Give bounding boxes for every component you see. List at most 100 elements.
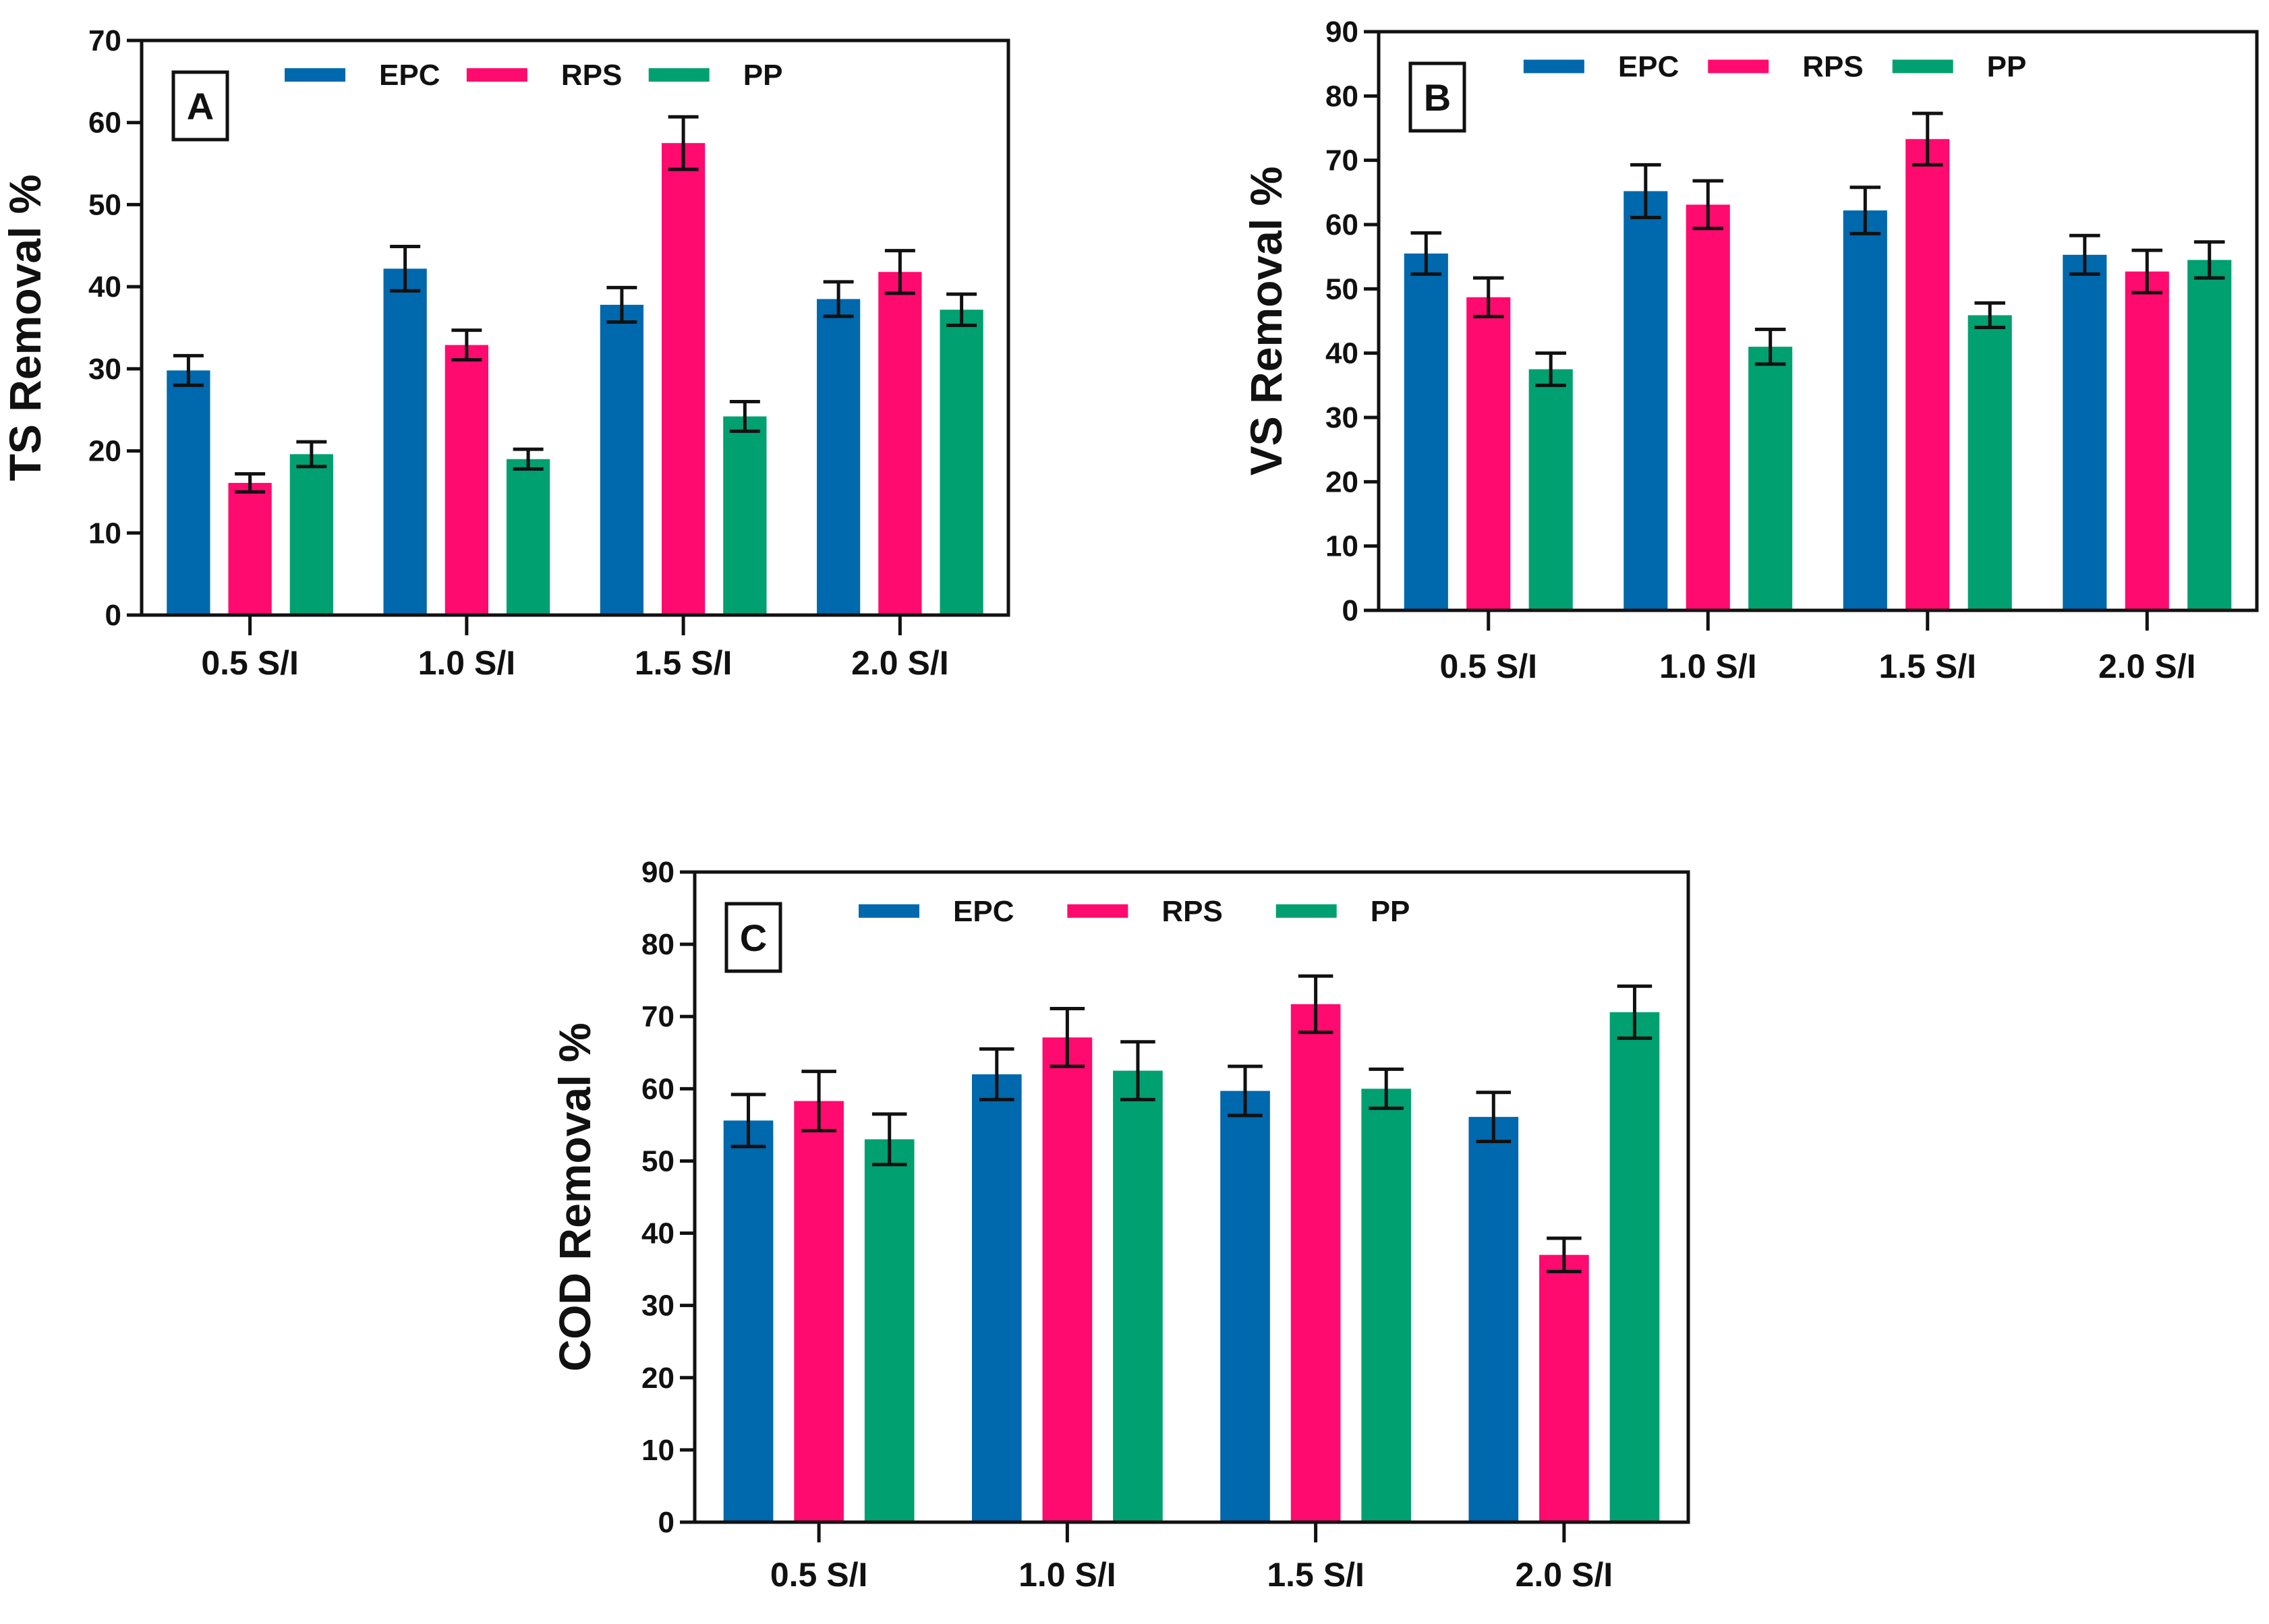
x-tick-label: 1.5 S/I xyxy=(1267,1556,1365,1594)
x-tick-label: 1.0 S/I xyxy=(1018,1556,1116,1594)
error-bar xyxy=(1050,1006,1085,1068)
error-bar xyxy=(1547,1236,1582,1273)
error-bar xyxy=(2069,233,2100,276)
error-bar xyxy=(1630,163,1661,220)
error-bar xyxy=(513,447,544,471)
bar-pp xyxy=(1968,315,2012,610)
y-tick-label: 90 xyxy=(1325,16,1358,49)
legend-swatch-rps xyxy=(1067,904,1128,918)
plot-frame xyxy=(140,38,1010,617)
y-tick-label: 70 xyxy=(1325,144,1358,177)
bar-rps xyxy=(228,483,272,615)
bar-rps xyxy=(662,143,706,616)
bar-epc xyxy=(723,1120,774,1522)
error-bar xyxy=(1535,351,1566,387)
panel-label: A xyxy=(187,85,214,127)
y-tick-label: 10 xyxy=(1325,530,1358,563)
error-bar xyxy=(1849,185,1881,235)
bar-rps xyxy=(1539,1254,1589,1522)
error-bar xyxy=(1472,276,1504,318)
bar-epc xyxy=(167,370,210,615)
error-bar xyxy=(884,249,915,295)
error-bar xyxy=(1754,327,1786,366)
error-bar xyxy=(823,280,854,318)
x-tick-label: 0.5 S/I xyxy=(1439,647,1537,685)
error-bar xyxy=(390,245,421,293)
error-bar xyxy=(1974,301,2005,330)
legend-label-epc: EPC xyxy=(1618,50,1679,83)
legend-swatch-pp xyxy=(1275,904,1337,918)
error-bar xyxy=(801,1070,836,1132)
bar-epc xyxy=(1843,210,1887,610)
legend-label-pp: PP xyxy=(743,59,783,92)
bar-rps xyxy=(794,1101,844,1522)
x-tick-label: 1.5 S/I xyxy=(1878,647,1976,685)
error-bar xyxy=(2131,248,2163,295)
bar-epc xyxy=(600,304,644,615)
y-tick-label: 40 xyxy=(88,270,121,303)
error-bar xyxy=(1120,1040,1155,1101)
legend-label-rps: RPS xyxy=(1161,895,1222,928)
error-bar xyxy=(979,1047,1014,1101)
y-tick-label: 30 xyxy=(88,353,121,386)
bar-rps xyxy=(1042,1037,1093,1522)
bar-pp xyxy=(1748,347,1793,610)
y-tick-label: 50 xyxy=(88,188,121,221)
error-bar xyxy=(1692,179,1724,231)
legend-label-pp: PP xyxy=(1371,895,1410,928)
error-bar xyxy=(1369,1067,1404,1110)
y-axis-label: TS Removal % xyxy=(0,175,50,482)
error-bar xyxy=(1912,111,1943,167)
y-tick-label: 20 xyxy=(88,435,121,468)
x-tick-label: 0.5 S/I xyxy=(201,644,299,682)
y-tick-label: 80 xyxy=(1325,80,1358,113)
x-tick-label: 0.5 S/I xyxy=(770,1556,868,1594)
error-bar xyxy=(1476,1091,1512,1144)
bar-epc xyxy=(1404,253,1448,610)
x-tick-label: 1.5 S/I xyxy=(635,644,733,682)
y-tick-label: 60 xyxy=(1325,208,1358,241)
error-bar xyxy=(871,1112,907,1167)
y-tick-label: 70 xyxy=(88,24,121,57)
y-tick-label: 10 xyxy=(641,1434,674,1467)
plot-frame xyxy=(1377,30,2259,612)
x-tick-label: 2.0 S/I xyxy=(1516,1556,1613,1594)
y-tick-label: 40 xyxy=(641,1217,674,1250)
y-tick-label: 10 xyxy=(88,517,121,550)
legend-swatch-rps xyxy=(466,68,527,82)
legend-label-epc: EPC xyxy=(953,895,1014,928)
chart-panel-c: 0 10 20 30 40 50 60 70 80 90 0.5 S/I 1.0 S/I 1.5 S/I… xyxy=(550,856,1690,1594)
bar-pp xyxy=(1361,1089,1412,1522)
bar-pp xyxy=(940,310,983,615)
bar-pp xyxy=(2187,260,2232,610)
bar-rps xyxy=(1905,139,1950,610)
y-axis-label: COD Removal % xyxy=(550,1022,600,1371)
y-tick-label: 20 xyxy=(1325,465,1358,498)
panel-label-box xyxy=(171,70,229,142)
bar-epc xyxy=(971,1074,1022,1522)
bar-epc xyxy=(383,268,427,615)
y-tick-label: 80 xyxy=(641,928,674,961)
bar-pp xyxy=(864,1139,915,1522)
y-tick-label: 60 xyxy=(88,107,121,140)
y-tick-label: 50 xyxy=(1325,272,1358,306)
error-bar xyxy=(2193,240,2225,280)
bar-epc xyxy=(1468,1117,1519,1522)
bar-pp xyxy=(1528,369,1573,610)
bar-epc xyxy=(1624,191,1668,611)
y-tick-label: 0 xyxy=(658,1506,674,1539)
bar-epc xyxy=(1220,1091,1270,1522)
y-tick-label: 50 xyxy=(641,1144,674,1178)
chart-panel-a: 0 10 20 30 40 50 60 70 0.5 S/I 1.0 S/I 1.5 S/I 2.0 … xyxy=(0,24,1010,682)
panel-label: C xyxy=(740,917,767,959)
y-tick-label: 20 xyxy=(641,1362,674,1395)
legend-label-rps: RPS xyxy=(561,59,622,92)
bar-rps xyxy=(2125,271,2169,610)
x-tick-label: 1.0 S/I xyxy=(1659,647,1757,685)
legend-swatch-pp xyxy=(1892,59,1953,74)
legend-label-pp: PP xyxy=(1987,50,2027,83)
y-axis-label: VS Removal % xyxy=(1241,167,1291,476)
y-tick-label: 40 xyxy=(1325,337,1358,370)
legend-swatch-epc xyxy=(859,904,920,918)
error-bar xyxy=(296,440,327,469)
